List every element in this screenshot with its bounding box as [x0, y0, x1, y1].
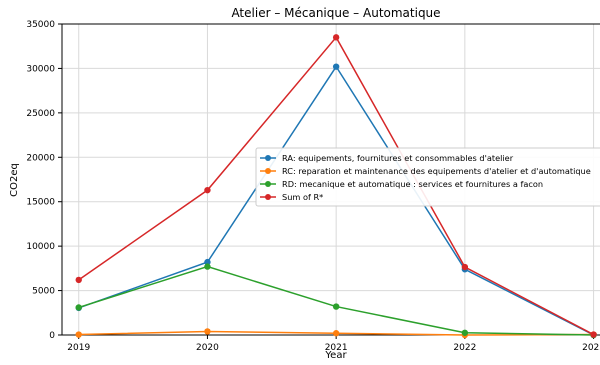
data-point [332, 34, 340, 41]
x-axis-label: Year [324, 350, 347, 361]
legend-label: RD: mecanique et automatique : services … [282, 179, 543, 189]
y-tick-label: 25000 [26, 109, 55, 119]
data-point [204, 258, 211, 266]
legend: RA: equipements, fournitures et consomma… [255, 147, 600, 207]
y-tick-label: 0 [49, 331, 55, 341]
data-point [75, 276, 82, 284]
chart-title: Atelier – Mécanique – Automatique [231, 6, 440, 20]
series-4 [75, 34, 597, 338]
y-tick-label: 15000 [26, 198, 55, 208]
series-layer [75, 34, 597, 339]
x-tick-label: 2019 [67, 343, 90, 353]
data-point [332, 303, 340, 310]
legend-swatch-marker [265, 155, 271, 161]
data-point [204, 186, 211, 194]
data-point [204, 328, 211, 335]
data-point [332, 330, 340, 337]
data-point [461, 263, 469, 271]
y-tick-label: 10000 [26, 242, 55, 252]
data-point [590, 331, 597, 338]
legend-swatch-marker [265, 181, 271, 187]
data-point [332, 63, 340, 70]
axes [58, 23, 600, 339]
y-axis-label: CO2eq [9, 163, 20, 197]
y-tick-label: 5000 [32, 287, 55, 297]
y-tick-label: 20000 [26, 153, 55, 163]
y-tick-label: 35000 [26, 20, 55, 30]
legend-label: RA: equipements, fournitures et consomma… [282, 153, 514, 163]
x-tick-label: 2020 [196, 343, 219, 353]
data-point [75, 331, 82, 338]
legend-swatch-marker [265, 194, 271, 200]
y-tick-label: 30000 [26, 64, 55, 74]
data-point [204, 263, 211, 270]
data-point [75, 304, 82, 311]
legend-frame [255, 147, 600, 207]
legend-swatch-marker [265, 168, 271, 174]
x-tick-label: 2021 [325, 343, 348, 353]
x-tick-label: 2023 [582, 343, 600, 353]
legend-label: RC: reparation et maintenance des equipe… [282, 166, 591, 176]
tick-labels: 2019 2020 2021 2022 2023 0 5000 10000 15000 20000… [26, 20, 600, 353]
data-point [461, 329, 469, 336]
x-tick-label: 2022 [453, 343, 476, 353]
legend-label: Sum of R* [282, 192, 323, 202]
